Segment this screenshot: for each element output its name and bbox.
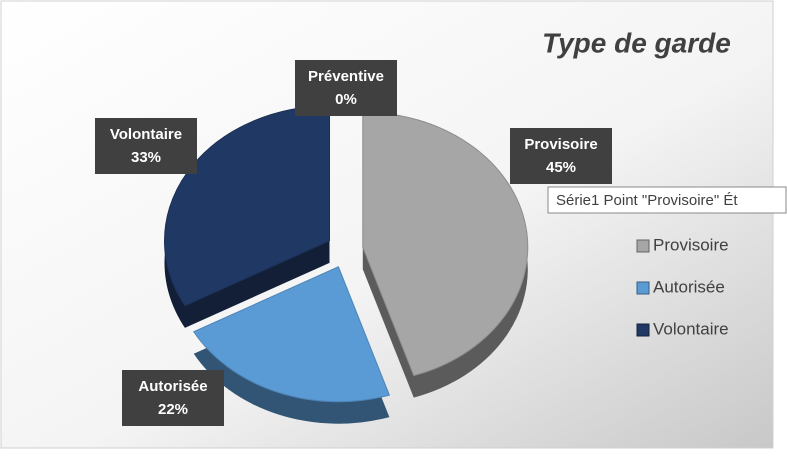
data-label-category: Autorisée (138, 378, 207, 395)
legend-marker (636, 281, 650, 295)
slice (193, 266, 391, 403)
legend: Provisoire Autorisée Volontaire (636, 235, 729, 338)
data-label-box (95, 118, 197, 174)
tooltip: Série1 Point "Provisoire" Ét (556, 192, 738, 209)
legend-label: Provisoire (653, 235, 729, 254)
data-label-value: 0% (335, 91, 357, 108)
data-labels: Provisoire 45% Autorisée 22% Volontaire 33% Pr… (95, 60, 612, 426)
legend-marker (636, 239, 650, 253)
data-label-category: Volontaire (110, 126, 182, 143)
data-label-category: Préventive (308, 68, 384, 85)
data-label-category: Provisoire (524, 136, 597, 153)
data-label-value: 22% (158, 401, 188, 418)
data-label-value: 33% (131, 149, 161, 166)
slice (362, 111, 529, 377)
data-label-value: 45% (546, 159, 576, 176)
data-label-box (295, 60, 397, 116)
chart-title: Type de garde (542, 27, 731, 58)
tooltip-box (547, 186, 787, 214)
legend-label: Autorisée (653, 277, 725, 296)
pie (164, 105, 529, 424)
legend-marker (636, 323, 650, 337)
data-label-box (122, 370, 224, 426)
legend-label: Volontaire (653, 319, 729, 338)
data-label-box (510, 128, 612, 184)
